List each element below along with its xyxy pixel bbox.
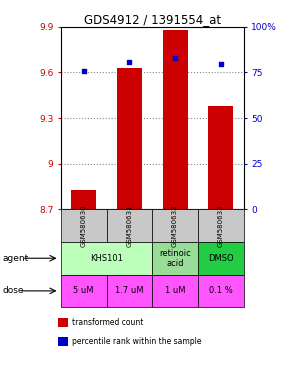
Point <box>218 61 223 67</box>
Text: 1 uM: 1 uM <box>165 286 185 295</box>
Text: 0.1 %: 0.1 % <box>209 286 233 295</box>
Point <box>81 68 86 74</box>
Text: retinoic
acid: retinoic acid <box>159 248 191 268</box>
Bar <box>162 30 188 209</box>
Bar <box>198 275 244 307</box>
Bar <box>61 275 106 307</box>
Text: GSM580632: GSM580632 <box>172 204 178 247</box>
Bar <box>198 209 244 242</box>
Text: KHS101: KHS101 <box>90 254 123 263</box>
Text: percentile rank within the sample: percentile rank within the sample <box>72 337 202 346</box>
Bar <box>107 209 152 242</box>
Text: agent: agent <box>3 254 29 263</box>
Bar <box>208 106 233 209</box>
Text: dose: dose <box>3 286 24 295</box>
Bar <box>117 68 142 209</box>
Bar <box>71 190 96 209</box>
Bar <box>152 209 198 242</box>
Bar <box>152 275 198 307</box>
Text: DMSO: DMSO <box>208 254 233 263</box>
Bar <box>58 337 68 346</box>
Text: 1.7 uM: 1.7 uM <box>115 286 144 295</box>
Title: GDS4912 / 1391554_at: GDS4912 / 1391554_at <box>84 13 221 26</box>
Text: 5 uM: 5 uM <box>73 286 94 295</box>
Text: transformed count: transformed count <box>72 318 144 327</box>
Bar <box>61 242 152 275</box>
Text: GSM580633: GSM580633 <box>218 204 224 247</box>
Bar <box>152 242 198 275</box>
Point <box>173 55 177 61</box>
Point <box>127 58 132 65</box>
Text: GSM580630: GSM580630 <box>81 204 87 247</box>
Bar <box>198 242 244 275</box>
Bar <box>61 209 106 242</box>
Text: GSM580631: GSM580631 <box>126 204 133 247</box>
Bar <box>107 275 152 307</box>
Bar <box>58 318 68 327</box>
